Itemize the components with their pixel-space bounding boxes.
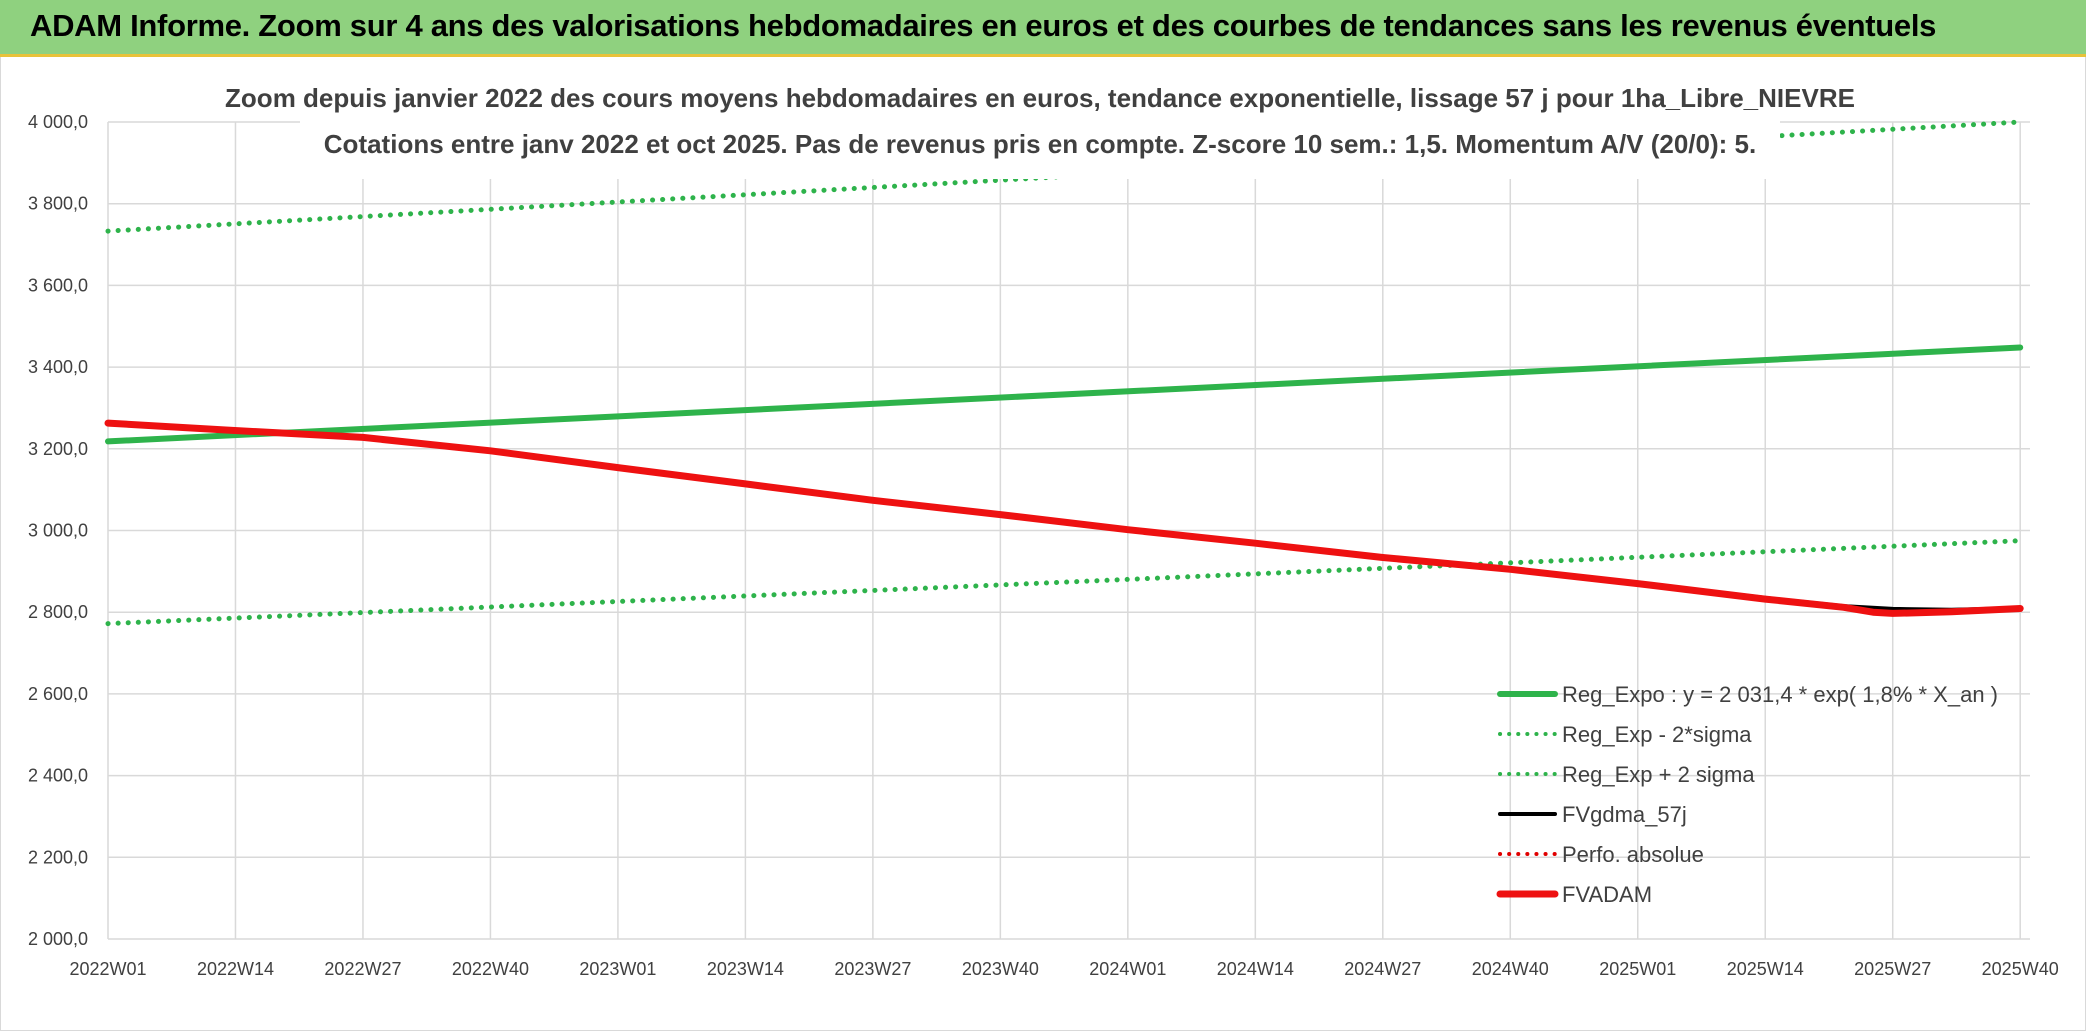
- series-line-5: [104, 419, 2024, 617]
- series-line-1: [105, 538, 2023, 627]
- x-tick-label: 2025W40: [1982, 959, 2059, 979]
- x-tick-label: 2025W27: [1854, 959, 1931, 979]
- chart-title: Zoom depuis janvier 2022 des cours moyen…: [225, 83, 1855, 113]
- legend-label: Reg_Exp - 2*sigma: [1562, 722, 1752, 747]
- x-tick-label: 2022W14: [197, 959, 274, 979]
- y-tick-label: 3 000,0: [28, 521, 88, 541]
- x-tick-label: 2023W27: [834, 959, 911, 979]
- chart-subtitle: Cotations entre janv 2022 et oct 2025. P…: [324, 129, 1756, 159]
- legend-label: Reg_Exp + 2 sigma: [1562, 762, 1755, 787]
- y-tick-label: 2 600,0: [28, 684, 88, 704]
- x-tick-label: 2024W01: [1089, 959, 1166, 979]
- series-line-0: [105, 344, 2024, 445]
- y-tick-label: 3 800,0: [28, 194, 88, 214]
- x-tick-label: 2025W14: [1727, 959, 1804, 979]
- legend-label: FVADAM: [1562, 882, 1652, 907]
- y-tick-label: 4 000,0: [28, 112, 88, 132]
- x-tick-label: 2022W01: [69, 959, 146, 979]
- legend: Reg_Expo : y = 2 031,4 * exp( 1,8% * X_a…: [1496, 682, 1998, 907]
- x-tick-label: 2024W40: [1472, 959, 1549, 979]
- y-tick-label: 3 200,0: [28, 439, 88, 459]
- x-tick-label: 2022W40: [452, 959, 529, 979]
- chart-area: 2 000,0 2 200,0 2 400,0 2 600,0 2 800,0 3 000…: [28, 69, 2059, 979]
- series-line-3: [106, 421, 2023, 612]
- x-tick-label: 2023W01: [579, 959, 656, 979]
- y-tick-label: 2 200,0: [28, 847, 88, 867]
- legend-label: FVgdma_57j: [1562, 802, 1687, 827]
- legend-label: Perfo. absolue: [1562, 842, 1704, 867]
- y-tick-label: 3 400,0: [28, 357, 88, 377]
- y-axis-ticks: 2 000,0 2 200,0 2 400,0 2 600,0 2 800,0 3 000…: [28, 112, 88, 949]
- page-title: ADAM Informe. Zoom sur 4 ans des valoris…: [30, 8, 1937, 43]
- y-tick-label: 3 600,0: [28, 275, 88, 295]
- series-lines: [104, 119, 2024, 627]
- x-axis-ticks: 2022W01 2022W14 2022W27 2022W40 2023W01 2023W…: [69, 959, 2058, 979]
- x-tick-label: 2022W27: [324, 959, 401, 979]
- subtitle-background: [300, 69, 1780, 179]
- y-tick-label: 2 800,0: [28, 602, 88, 622]
- x-tick-label: 2023W14: [707, 959, 784, 979]
- y-tick-label: 2 400,0: [28, 766, 88, 786]
- grid-lines: [107, 121, 2030, 940]
- y-tick-label: 2 000,0: [28, 929, 88, 949]
- x-tick-label: 2024W14: [1217, 959, 1294, 979]
- x-tick-label: 2025W01: [1599, 959, 1676, 979]
- title-bar: ADAM Informe. Zoom sur 4 ans des valoris…: [0, 0, 2086, 57]
- x-tick-label: 2024W27: [1344, 959, 1421, 979]
- x-tick-label: 2023W40: [962, 959, 1039, 979]
- legend-label: Reg_Expo : y = 2 031,4 * exp( 1,8% * X_a…: [1562, 682, 1998, 707]
